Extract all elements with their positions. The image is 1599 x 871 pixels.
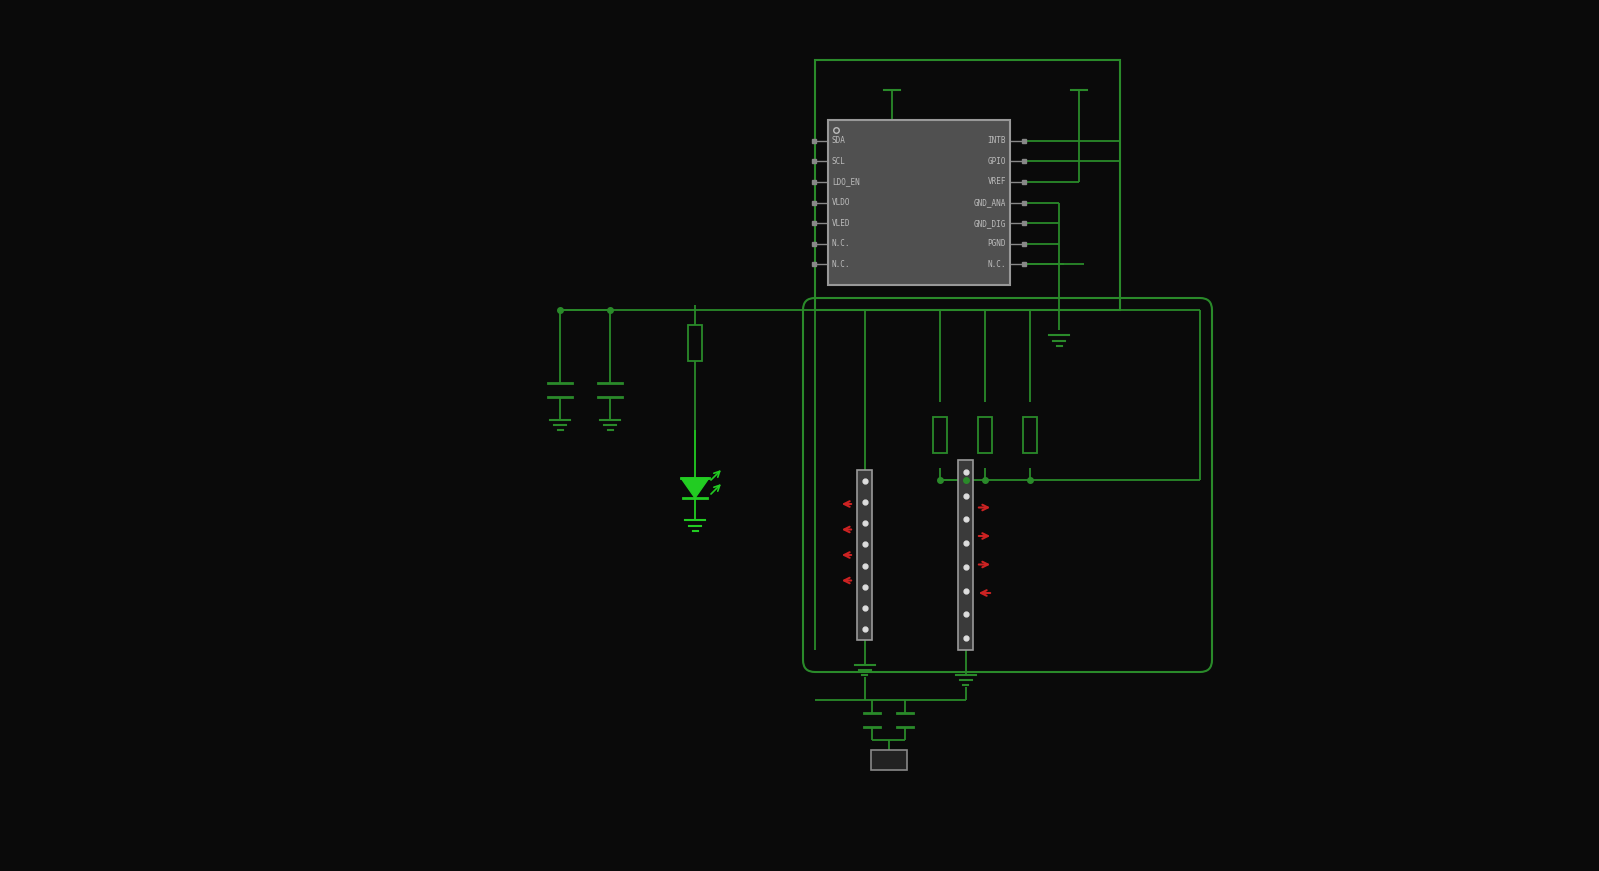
Bar (828, 120, 1011, 285)
Bar (815, 60, 1119, 310)
Text: VLED: VLED (831, 219, 851, 227)
Text: VLDO: VLDO (831, 198, 851, 207)
Text: PGND: PGND (988, 240, 1006, 248)
Bar (688, 325, 702, 361)
Text: N.C.: N.C. (831, 240, 851, 248)
Text: GND_DIG: GND_DIG (974, 219, 1006, 227)
Text: SDA: SDA (831, 136, 846, 145)
Bar (857, 470, 871, 640)
Text: N.C.: N.C. (988, 260, 1006, 269)
Polygon shape (681, 478, 708, 498)
Text: GND_ANA: GND_ANA (974, 198, 1006, 207)
Bar (932, 417, 947, 453)
Bar (958, 460, 974, 650)
Text: LDO_EN: LDO_EN (831, 178, 860, 186)
Bar (870, 750, 907, 770)
Text: INTB: INTB (988, 136, 1006, 145)
Bar (1023, 417, 1038, 453)
Text: GPIO: GPIO (988, 157, 1006, 165)
Bar (979, 417, 991, 453)
Text: SCL: SCL (831, 157, 846, 165)
Text: VREF: VREF (988, 178, 1006, 186)
Text: N.C.: N.C. (831, 260, 851, 269)
